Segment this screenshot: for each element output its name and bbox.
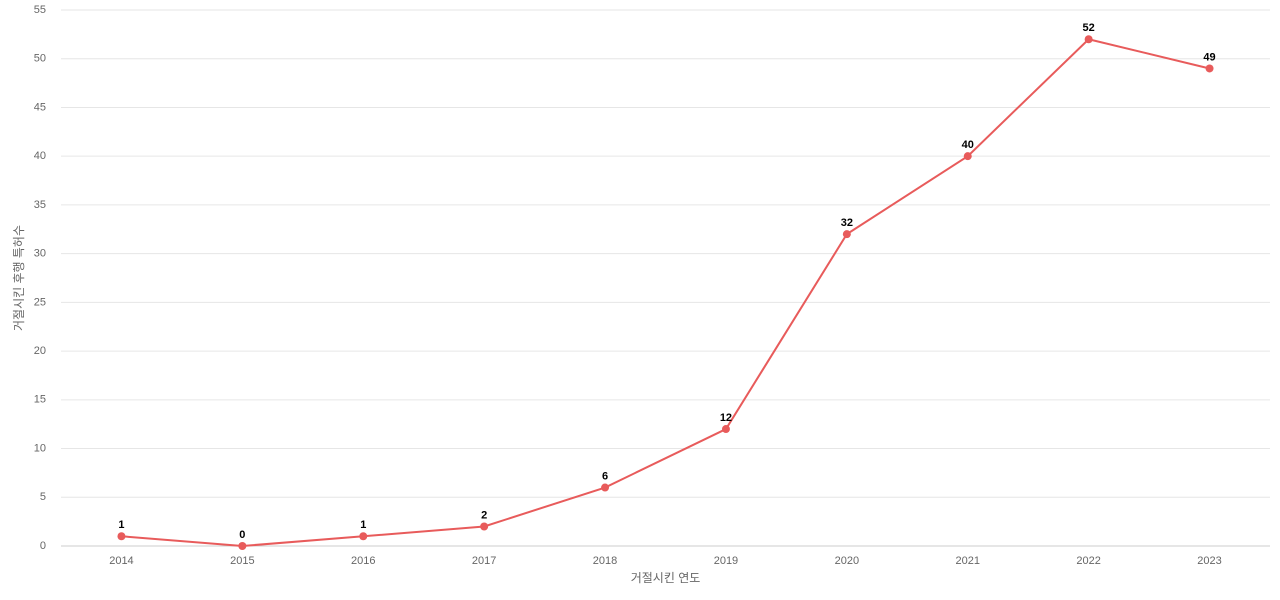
- y-tick-label: 35: [34, 199, 46, 211]
- y-tick-label: 40: [34, 150, 46, 162]
- y-tick-label: 25: [34, 296, 46, 308]
- data-label: 40: [962, 139, 974, 151]
- data-label: 12: [720, 412, 732, 424]
- y-tick-label: 10: [34, 442, 46, 454]
- point: [963, 152, 972, 161]
- x-tick-label: 2016: [351, 555, 375, 567]
- x-tick-label: 2020: [835, 555, 859, 567]
- y-tick-label: 45: [34, 101, 46, 113]
- point: [359, 532, 368, 541]
- point: [1084, 35, 1093, 44]
- data-label: 2: [481, 509, 487, 521]
- point: [721, 425, 730, 434]
- point: [1205, 64, 1214, 73]
- x-tick-label: 2021: [956, 555, 980, 567]
- y-axis-label: 거절시킨 후행 특허수: [11, 225, 26, 331]
- y-tick-label: 55: [34, 4, 46, 16]
- point: [480, 522, 489, 531]
- x-tick-label: 2023: [1197, 555, 1221, 567]
- y-tick-label: 30: [34, 248, 46, 260]
- line: [121, 38, 1210, 548]
- data-label: 0: [239, 529, 245, 541]
- point: [601, 483, 610, 492]
- data-label: 52: [1083, 22, 1095, 34]
- data-label: 1: [360, 519, 366, 531]
- x-tick-label: 2018: [593, 555, 617, 567]
- data-label: 6: [602, 470, 608, 482]
- x-tick-label: 2014: [109, 555, 133, 567]
- y-tick-label: 15: [34, 394, 46, 406]
- point: [117, 532, 126, 541]
- x-tick-label: 2019: [714, 555, 738, 567]
- y-tick-label: 0: [40, 540, 46, 552]
- x-axis-label: 거절시킨 연도: [631, 571, 701, 585]
- data-label: 49: [1203, 51, 1215, 63]
- point: [842, 230, 851, 239]
- data-label: 1: [118, 519, 124, 531]
- y-tick-label: 5: [40, 491, 46, 503]
- x-tick-label: 2015: [230, 555, 254, 567]
- y-tick-label: 50: [34, 53, 46, 65]
- y-tick-label: 20: [34, 345, 46, 357]
- point: [238, 542, 247, 550]
- x-tick-label: 2022: [1076, 555, 1100, 567]
- x-tick-label: 2017: [472, 555, 496, 567]
- data-label: 32: [841, 217, 853, 229]
